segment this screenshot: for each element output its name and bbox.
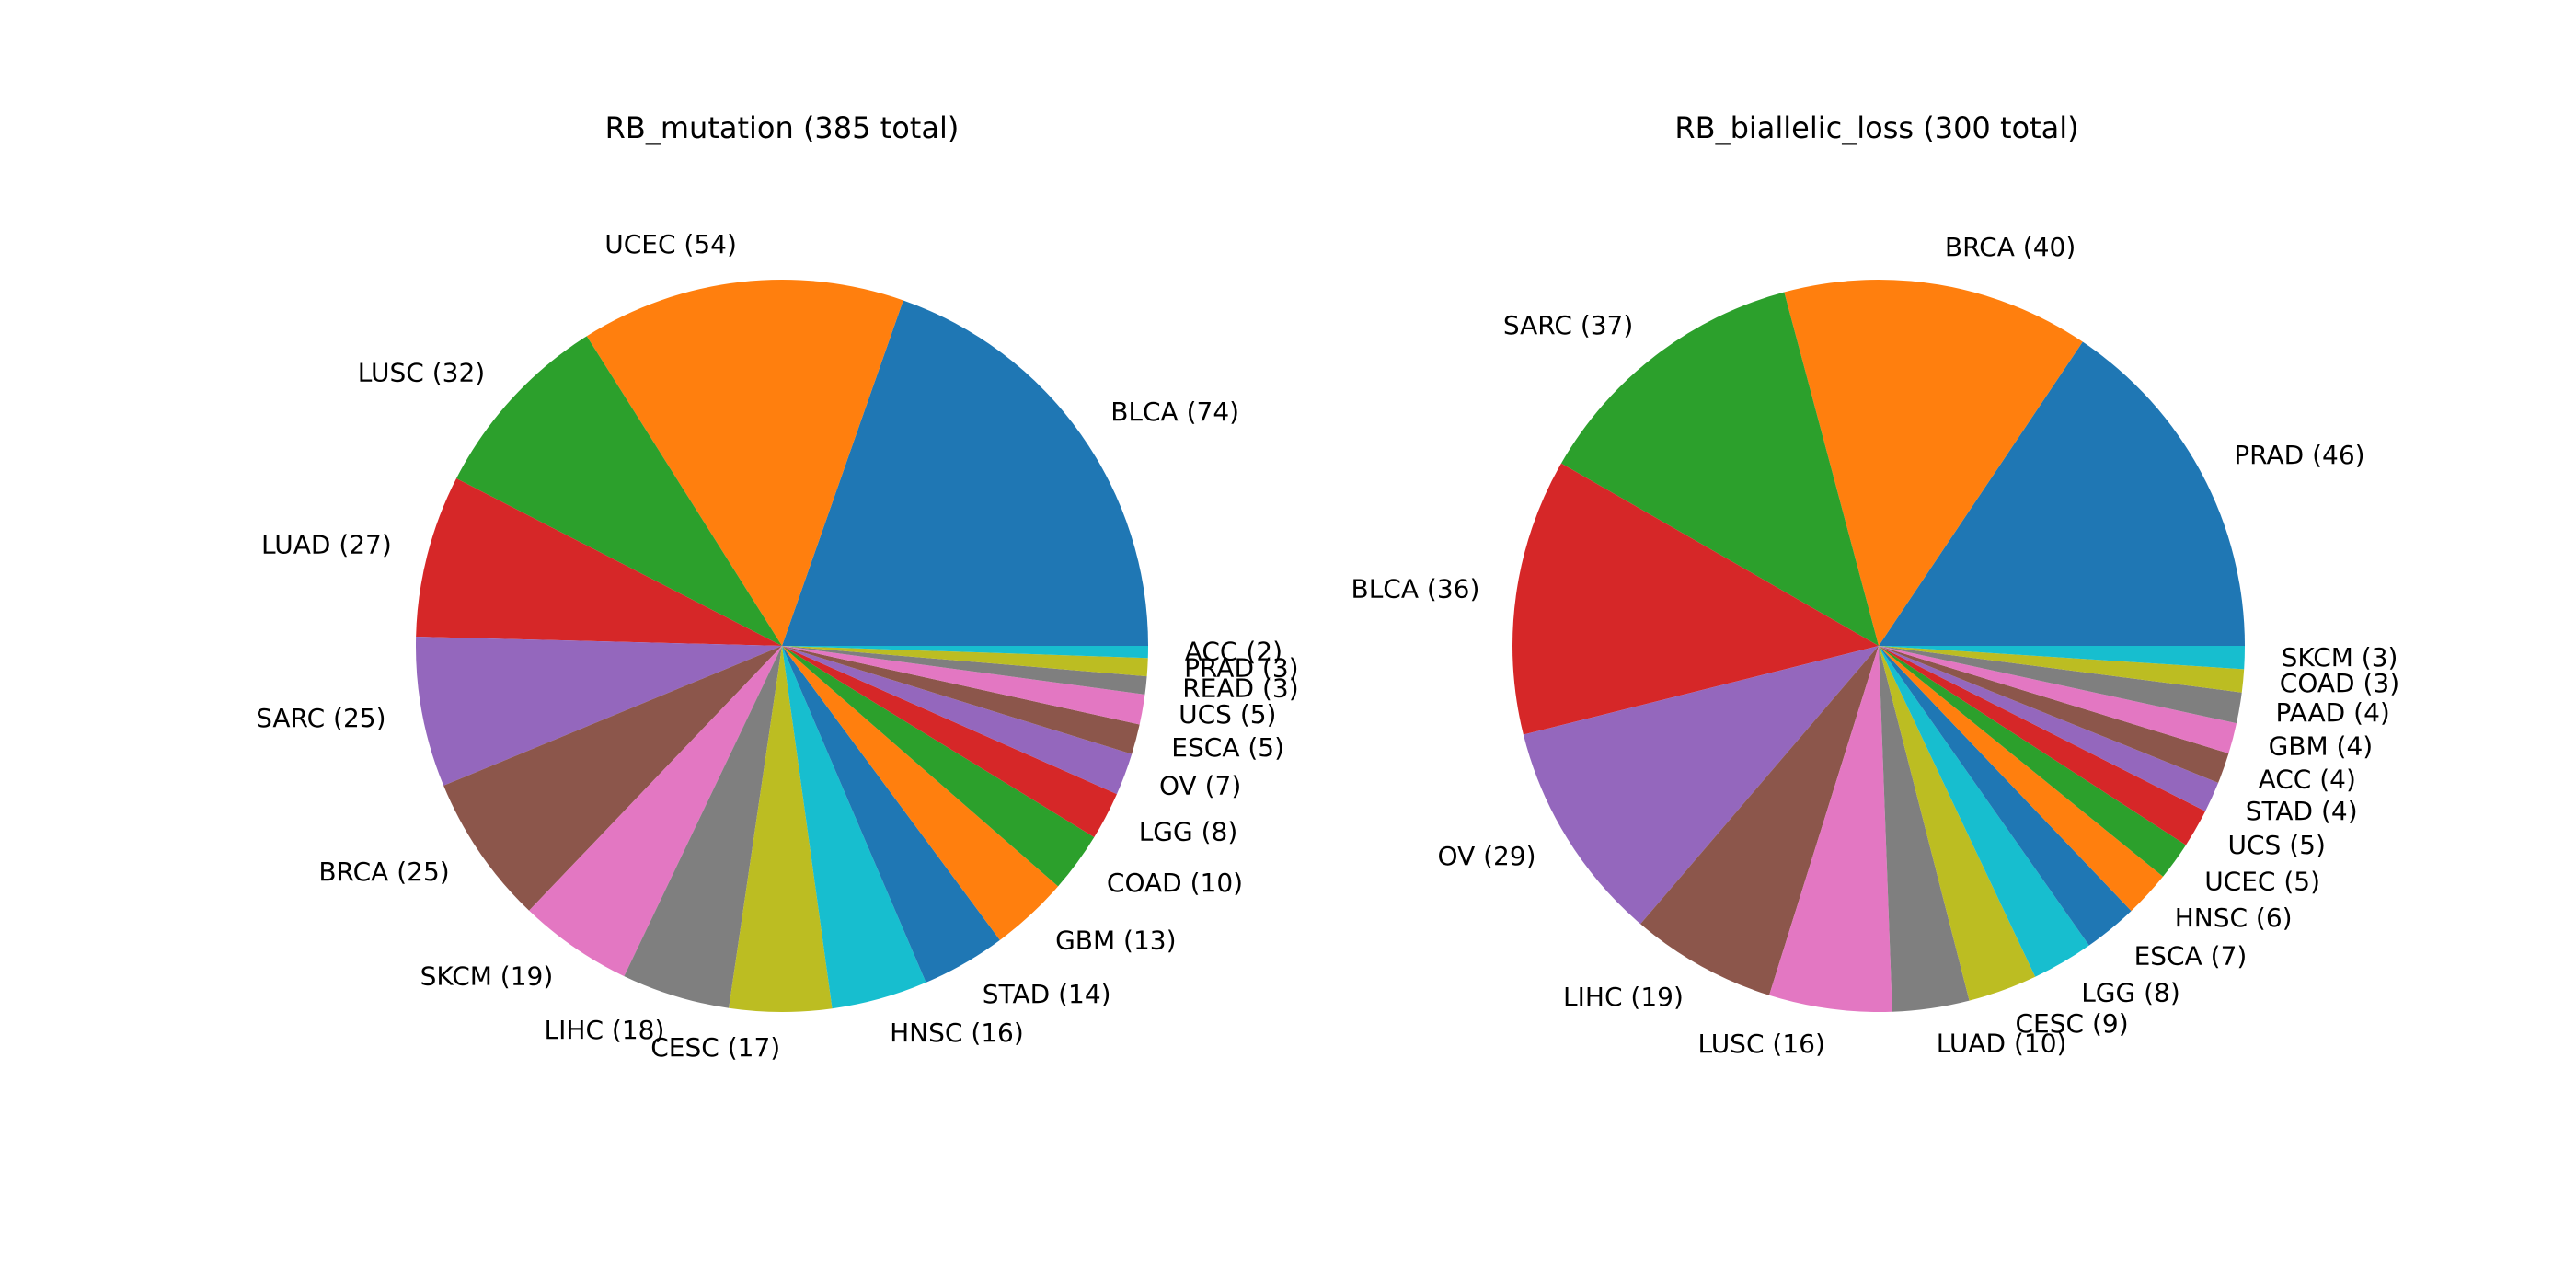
- slice-label-lihc-19: LIHC (19): [1563, 982, 1684, 1012]
- pie-slice-read-3: [782, 646, 1147, 695]
- pie-slice-coad-10: [782, 646, 1095, 887]
- slice-label-ucec-5: UCEC (5): [2204, 866, 2320, 896]
- slice-label-blca-36: BLCA (36): [1351, 574, 1480, 604]
- pie-slice-hnsc-16: [782, 646, 926, 1009]
- pie-slice-lgg-8: [1879, 646, 2089, 977]
- pie-slice-lusc-32: [456, 336, 782, 646]
- pie-slice-blca-74: [782, 300, 1149, 646]
- pie-slice-ov-7: [782, 646, 1133, 795]
- slice-label-ucs-5: UCS (5): [1179, 699, 1276, 730]
- pie-slice-prad-46: [1879, 341, 2245, 646]
- rb-mutation-pie: RB_mutation (385 total) BLCA (74) UCEC (5…: [256, 110, 1299, 1063]
- slice-label-hnsc-16: HNSC (16): [890, 1018, 1024, 1048]
- slice-label-luad-10: LUAD (10): [1937, 1028, 2067, 1058]
- pie-slice-ucec-5: [1879, 646, 2186, 877]
- pie-slice-paad-4: [1879, 646, 2242, 724]
- rb-mutation-labels: BLCA (74) UCEC (54) LUSC (32) LUAD (27) SARC…: [256, 229, 1299, 1063]
- pie-slice-stad-14: [782, 646, 1000, 983]
- pie-slice-skcm-19: [529, 646, 782, 977]
- slice-label-luad-27: LUAD (27): [261, 530, 392, 560]
- pie-slice-esca-5: [782, 646, 1140, 754]
- slice-label-ov-29: OV (29): [1438, 841, 1536, 871]
- slice-label-lusc-32: LUSC (32): [358, 357, 485, 387]
- pie-slice-brca-40: [1784, 279, 2083, 646]
- slice-label-ucec-54: UCEC (54): [604, 229, 737, 259]
- slice-label-ov-7: OV (7): [1159, 771, 1241, 801]
- slice-label-stad-4: STAD (4): [2246, 796, 2358, 826]
- slice-label-skcm-19: SKCM (19): [420, 960, 554, 991]
- pie-slice-acc-2: [782, 646, 1148, 659]
- pie-slice-skcm-3: [1879, 646, 2245, 670]
- slice-label-lihc-18: LIHC (18): [545, 1015, 665, 1045]
- pie-slice-sarc-37: [1560, 292, 1879, 646]
- pie-slice-acc-4: [1879, 646, 2229, 783]
- rb-biallelic-loss-pie: RB_biallelic_loss (300 total) PRAD (46) B…: [1351, 110, 2400, 1059]
- slice-label-cesc-9: CESC (9): [2016, 1008, 2129, 1039]
- slice-label-prad-3: PRAD (3): [1184, 653, 1298, 684]
- slice-label-coad-10: COAD (10): [1107, 868, 1243, 898]
- slice-label-brca-25: BRCA (25): [318, 857, 449, 887]
- pie-slice-gbm-4: [1879, 646, 2237, 753]
- slice-label-cesc-17: CESC (17): [650, 1032, 780, 1063]
- slice-label-acc-4: ACC (4): [2259, 764, 2356, 794]
- slice-label-gbm-13: GBM (13): [1055, 926, 1176, 956]
- pie-slice-gbm-13: [782, 646, 1059, 940]
- pie-slice-stad-4: [1879, 646, 2219, 811]
- pie-slice-brca-25: [443, 646, 782, 911]
- rb-biallelic-loss-labels: PRAD (46) BRCA (40) SARC (37) BLCA (36) OV (…: [1351, 232, 2400, 1059]
- slice-label-blca-74: BLCA (74): [1110, 397, 1239, 427]
- pie-slice-ov-29: [1523, 646, 1879, 925]
- slice-label-coad-3: COAD (3): [2280, 668, 2399, 698]
- rb-biallelic-loss-slices: [1512, 279, 2245, 1012]
- pie-slice-esca-7: [1879, 646, 2132, 946]
- slice-label-acc-2: ACC (2): [1185, 636, 1282, 666]
- rb-mutation-title: RB_mutation (385 total): [605, 110, 960, 145]
- pie-slice-coad-3: [1879, 646, 2245, 693]
- rb-mutation-slices: [415, 279, 1149, 1012]
- pie-slice-lusc-16: [1769, 646, 1892, 1012]
- pie-slice-ucs-5: [1879, 646, 2206, 845]
- slice-label-skcm-3: SKCM (3): [2282, 642, 2398, 673]
- pie-slice-luad-10: [1879, 646, 1970, 1012]
- slice-label-lusc-16: LUSC (16): [1697, 1029, 1824, 1059]
- pie-slice-luad-27: [416, 477, 782, 646]
- slice-label-lgg-8: LGG (8): [1139, 817, 1238, 847]
- rb-biallelic-loss-title: RB_biallelic_loss (300 total): [1674, 110, 2078, 145]
- pie-slice-cesc-9: [1879, 646, 2036, 1001]
- slice-label-brca-40: BRCA (40): [1945, 232, 2076, 262]
- pie-slice-prad-3: [782, 646, 1148, 677]
- pie-slice-ucs-5: [782, 646, 1145, 725]
- pie-slice-cesc-17: [729, 646, 833, 1012]
- pie-slice-lihc-19: [1640, 646, 1879, 995]
- pie-slice-hnsc-6: [1879, 646, 2164, 912]
- slice-label-lgg-8: LGG (8): [2081, 977, 2180, 1007]
- slice-label-gbm-4: GBM (4): [2269, 731, 2374, 762]
- slice-label-ucs-5: UCS (5): [2228, 830, 2326, 860]
- slice-label-esca-7: ESCA (7): [2134, 941, 2248, 972]
- pie-slice-blca-36: [1512, 463, 1879, 735]
- pie-slice-lihc-18: [624, 646, 782, 1008]
- slice-label-prad-46: PRAD (46): [2234, 440, 2364, 470]
- pie-slice-lgg-8: [782, 646, 1117, 838]
- slice-label-esca-5: ESCA (5): [1171, 732, 1284, 763]
- slice-label-hnsc-6: HNSC (6): [2175, 903, 2293, 933]
- pie-slice-ucec-54: [586, 279, 903, 646]
- slice-label-stad-14: STAD (14): [983, 979, 1111, 1009]
- pie-slice-sarc-25: [415, 637, 782, 786]
- slice-label-read-3: READ (3): [1182, 673, 1298, 703]
- slice-label-paad-4: PAAD (4): [2276, 697, 2390, 728]
- slice-label-sarc-25: SARC (25): [256, 703, 385, 733]
- slice-label-sarc-37: SARC (37): [1503, 310, 1633, 340]
